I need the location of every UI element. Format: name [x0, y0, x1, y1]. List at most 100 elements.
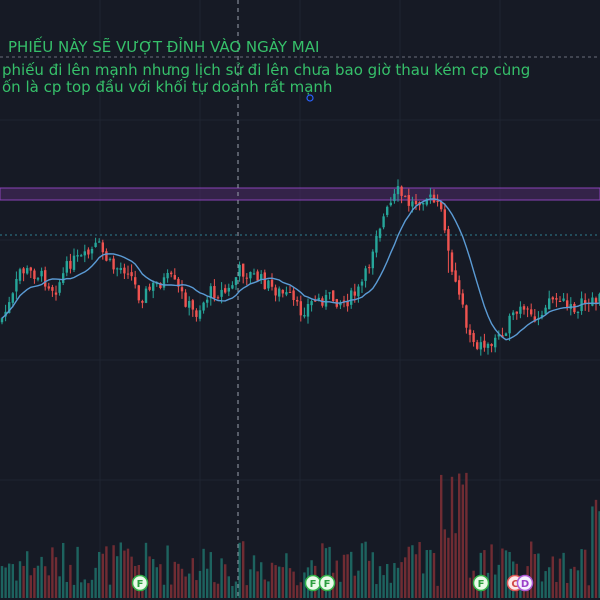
volume-bar: [530, 541, 533, 598]
candle-body: [270, 279, 274, 287]
volume-bar: [288, 568, 292, 598]
candle-body: [180, 287, 184, 292]
volume-bar: [407, 546, 410, 598]
candle-body: [198, 310, 202, 319]
volume-bar: [378, 566, 382, 598]
volume-bar: [389, 582, 392, 598]
candle-body: [544, 307, 547, 314]
volume-bar: [101, 553, 104, 598]
candle-body: [11, 293, 14, 303]
volume-bar: [162, 584, 166, 598]
candle-body: [166, 272, 169, 279]
candle-body: [378, 228, 382, 238]
volume-bar: [231, 585, 234, 598]
volume-bar: [414, 554, 418, 598]
volume-bar: [119, 542, 122, 598]
candle-body: [486, 343, 490, 348]
candle-body: [47, 286, 50, 289]
volume-bar: [490, 544, 493, 598]
candle-body: [108, 258, 112, 260]
volume-bar: [263, 579, 266, 598]
candle-body: [461, 293, 464, 305]
candle-body: [159, 282, 162, 288]
candle-body: [292, 290, 295, 301]
candle-body: [447, 229, 450, 251]
volume-bar: [69, 564, 72, 598]
candle-body: [242, 263, 245, 277]
candle-body: [393, 193, 396, 202]
candle-body: [191, 300, 194, 310]
candle-body: [202, 302, 205, 311]
volume-bar: [587, 585, 590, 598]
volume-bar: [4, 567, 7, 598]
annotation-title: PHIẾU NÀY SẼ VƯỢT ĐỈNH VÀO NGÀY MAI: [8, 38, 320, 56]
candle-body: [0, 318, 4, 323]
volume-bar: [497, 564, 500, 598]
candle-body: [375, 235, 378, 253]
volume-bar: [22, 565, 25, 598]
candle-body: [263, 272, 266, 290]
volume-bar: [270, 562, 274, 598]
candle-body: [422, 202, 425, 205]
candle-body: [141, 300, 144, 303]
volume-bar: [598, 511, 600, 598]
volume-bar: [274, 565, 277, 598]
volume-bar: [429, 549, 432, 598]
volume-bar: [191, 558, 194, 598]
candle-body: [87, 249, 90, 255]
candle-body: [152, 282, 155, 291]
candle-body: [98, 241, 101, 243]
candle-body: [454, 270, 457, 282]
candle-body: [148, 286, 151, 290]
volume-bar: [328, 546, 331, 598]
candle-body: [346, 300, 349, 307]
candle-body: [407, 195, 410, 206]
volume-bar: [346, 554, 349, 598]
volume-bar: [144, 542, 148, 598]
volume-bar: [562, 552, 565, 598]
candle-body: [396, 186, 400, 195]
volume-bar: [166, 545, 169, 598]
candle-body: [227, 287, 230, 292]
candle-body: [267, 280, 270, 289]
volume-bar: [238, 542, 241, 598]
candle-body: [116, 268, 119, 270]
volume-bar: [335, 560, 338, 598]
volume-bar: [216, 583, 220, 598]
volume-bar: [371, 552, 374, 598]
volume-bar: [209, 552, 212, 598]
candle-body: [213, 286, 216, 298]
volume-bar: [501, 548, 504, 598]
volume-bar: [566, 582, 569, 598]
candle-body: [404, 195, 407, 197]
candle-body: [411, 201, 414, 207]
candle-body: [274, 287, 277, 296]
candle-body: [18, 269, 22, 281]
volume-bar: [558, 558, 562, 598]
candle-body: [299, 301, 302, 316]
volume-bar: [87, 583, 90, 598]
volume-bar: [123, 550, 126, 598]
candle-body: [310, 301, 313, 306]
event-marker-label: F: [478, 579, 485, 590]
candle-body: [119, 267, 122, 271]
candle-body: [519, 306, 522, 314]
candle-body: [76, 255, 79, 257]
volume-bar: [465, 472, 468, 598]
volume-bar: [256, 571, 259, 598]
volume-bar: [404, 557, 407, 598]
candle-body: [436, 200, 439, 202]
volume-bar: [551, 556, 554, 598]
volume-bar: [213, 582, 216, 598]
candle-body: [288, 291, 292, 293]
candle-body: [256, 271, 259, 281]
candle-body: [44, 270, 47, 287]
candle-body: [425, 198, 428, 205]
volume-bar: [83, 579, 86, 598]
candle-body: [353, 291, 356, 296]
volume-bar: [242, 541, 245, 598]
candle-body: [533, 316, 536, 322]
candle-body: [252, 273, 256, 275]
candle-body: [368, 267, 371, 269]
